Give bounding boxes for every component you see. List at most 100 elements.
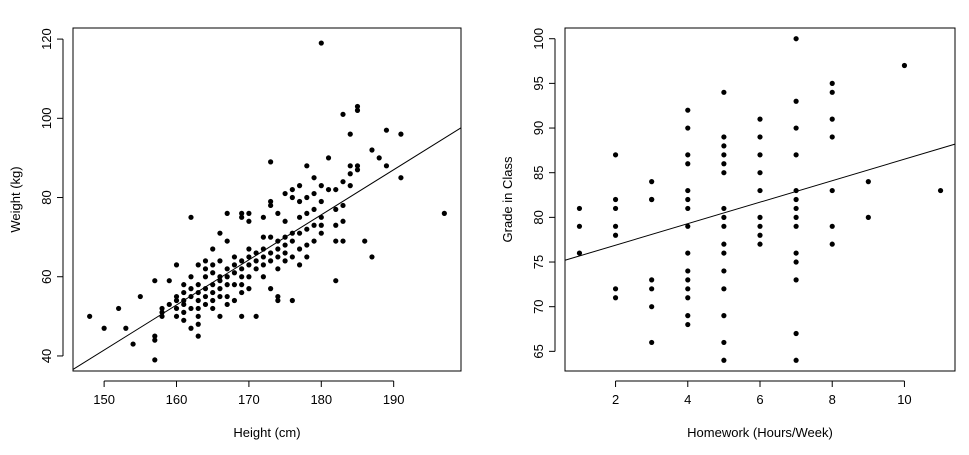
data-point — [289, 194, 295, 201]
data-point — [829, 241, 835, 247]
data-point — [347, 183, 353, 189]
data-point — [275, 210, 281, 216]
data-point — [937, 187, 944, 194]
data-point — [224, 301, 230, 308]
data-point — [181, 282, 187, 288]
x-axis: 2 4 6 8 10 — [612, 380, 912, 407]
data-point — [721, 286, 727, 292]
x-tick-label: 2 — [612, 392, 619, 407]
data-point — [685, 295, 691, 301]
data-point — [829, 223, 835, 229]
data-point — [721, 339, 727, 346]
homework-grade-panel: 2 4 6 8 10 65 70 75 80 85 90 95 100 Homework (Hours… — [500, 27, 956, 440]
x-tick-label: 190 — [383, 392, 405, 407]
data-point — [325, 155, 332, 161]
data-point — [685, 268, 691, 274]
data-point — [239, 289, 245, 296]
data-point — [239, 214, 245, 220]
data-point — [101, 325, 107, 331]
data-point — [260, 214, 266, 220]
data-point — [224, 266, 230, 272]
data-point — [369, 254, 375, 260]
data-point — [282, 250, 288, 256]
x-axis: 150 160 170 180 190 — [93, 380, 405, 407]
data-point — [224, 293, 230, 300]
data-point — [224, 282, 230, 288]
data-point — [253, 258, 259, 264]
data-point — [224, 210, 230, 216]
height-weight-panel: 150 160 170 180 190 40 60 80 100 120 Height (cm)… — [8, 27, 462, 440]
plot-box — [72, 27, 462, 372]
data-point — [296, 262, 303, 268]
x-tick-label: 10 — [897, 392, 911, 407]
data-point — [239, 210, 245, 216]
x-axis-title: Homework (Hours/Week) — [687, 425, 833, 440]
data-point — [685, 161, 691, 167]
data-point — [612, 205, 619, 212]
data-point — [210, 246, 216, 252]
data-point — [793, 250, 799, 256]
y-axis-title: Grade in Class — [500, 156, 515, 242]
data-point — [376, 155, 382, 161]
data-point — [649, 286, 655, 292]
y-tick-label: 70 — [531, 299, 546, 313]
data-point — [296, 183, 303, 189]
x-tick-label: 8 — [829, 392, 836, 407]
data-point — [576, 223, 583, 229]
data-point — [793, 357, 799, 363]
data-point — [188, 286, 194, 292]
data-point — [757, 187, 763, 194]
data-point — [757, 170, 763, 176]
data-point — [649, 304, 655, 310]
data-point — [268, 234, 274, 240]
data-point — [195, 282, 201, 288]
data-point — [304, 254, 310, 260]
data-point — [296, 198, 303, 205]
data-point — [246, 210, 252, 216]
data-point — [721, 205, 727, 212]
data-point — [246, 246, 252, 252]
data-point — [239, 313, 245, 319]
data-point — [239, 274, 245, 280]
data-point — [649, 196, 655, 203]
data-points — [576, 36, 944, 363]
data-point — [268, 286, 274, 292]
y-tick-label: 100 — [531, 28, 546, 50]
data-point — [685, 125, 691, 131]
data-point — [793, 152, 799, 158]
y-tick-label: 75 — [531, 255, 546, 269]
data-point — [793, 223, 799, 229]
y-tick-label: 80 — [531, 210, 546, 224]
data-point — [289, 238, 295, 244]
data-point — [282, 218, 288, 224]
data-point — [793, 214, 799, 220]
data-point — [383, 127, 390, 133]
data-point — [289, 186, 295, 193]
trend-line — [564, 143, 956, 261]
data-point — [173, 293, 180, 300]
data-point — [369, 147, 375, 153]
data-point — [217, 230, 223, 236]
data-point — [721, 152, 727, 158]
y-tick-label: 60 — [39, 270, 54, 284]
data-point — [173, 313, 180, 319]
data-point — [311, 206, 317, 213]
data-point — [721, 223, 727, 229]
y-tick-label: 65 — [531, 344, 546, 358]
y-tick-label: 80 — [39, 190, 54, 204]
data-point — [246, 274, 252, 280]
data-point — [231, 254, 238, 260]
data-point — [202, 258, 209, 264]
data-point — [239, 258, 245, 264]
data-point — [268, 250, 274, 256]
data-point — [721, 161, 727, 167]
data-point — [347, 171, 353, 177]
data-point — [166, 301, 172, 308]
data-point — [195, 289, 201, 296]
data-point — [253, 266, 259, 272]
data-point — [304, 163, 310, 169]
data-point — [576, 250, 583, 256]
data-point — [721, 143, 727, 149]
data-point — [829, 187, 835, 194]
data-point — [217, 278, 223, 284]
